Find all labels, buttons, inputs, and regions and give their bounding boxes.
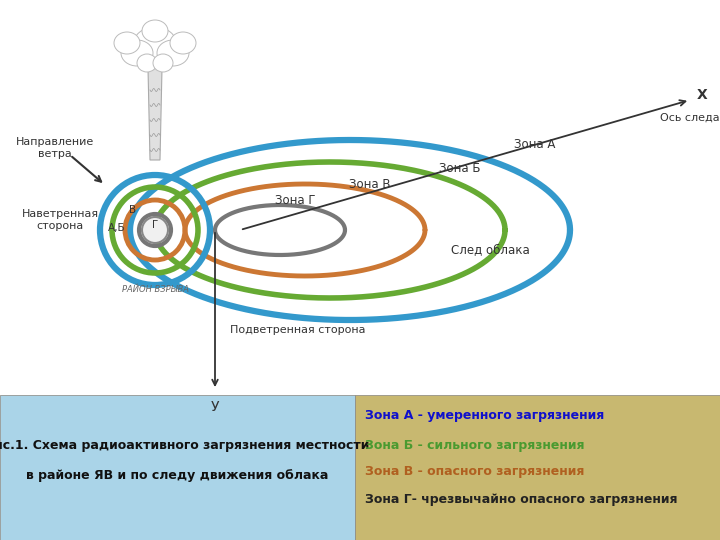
Text: Зона В - опасного загрязнения: Зона В - опасного загрязнения [365, 465, 585, 478]
Bar [355, 395, 720, 540]
Text: РАЙОН ВЗРЫВА: РАЙОН ВЗРЫВА [122, 286, 189, 294]
Text: X: X [697, 88, 708, 102]
Text: в районе ЯВ и по следу движения облака: в районе ЯВ и по следу движения облака [26, 469, 328, 482]
Text: У: У [211, 400, 220, 414]
Text: Направление
ветра: Направление ветра [16, 137, 94, 159]
Text: След облака: След облака [451, 244, 529, 256]
Text: Зона А: Зона А [514, 138, 556, 152]
Ellipse shape [142, 20, 168, 42]
Text: Зона Г: Зона Г [275, 193, 315, 206]
Text: А,Б: А,Б [108, 223, 126, 233]
Text: Зона Б - сильного загрязнения: Зона Б - сильного загрязнения [365, 438, 585, 451]
Bar [0, 395, 355, 540]
Text: Подветренная сторона: Подветренная сторона [230, 325, 366, 335]
Ellipse shape [153, 54, 173, 72]
Text: Зона В: Зона В [349, 179, 391, 192]
Ellipse shape [114, 32, 140, 54]
Text: Рис.1. Схема радиоактивного загрязнения местности: Рис.1. Схема радиоактивного загрязнения … [0, 438, 369, 451]
Text: Зона Г- чрезвычайно опасного загрязнения: Зона Г- чрезвычайно опасного загрязнения [365, 494, 678, 507]
Ellipse shape [170, 32, 196, 54]
Ellipse shape [157, 40, 189, 66]
Circle shape [142, 217, 168, 243]
Text: Ось следа: Ось следа [660, 113, 719, 123]
Polygon shape [148, 68, 162, 160]
Text: Г: Г [152, 220, 158, 230]
Text: Зона А - умеренного загрязнения: Зона А - умеренного загрязнения [365, 408, 604, 422]
Ellipse shape [133, 27, 177, 63]
Ellipse shape [137, 54, 157, 72]
Bar [0, 0, 720, 395]
Ellipse shape [121, 40, 153, 66]
Text: Зона Б: Зона Б [439, 161, 481, 174]
Text: В: В [130, 205, 137, 215]
Text: Наветренная
сторона: Наветренная сторона [22, 209, 99, 231]
